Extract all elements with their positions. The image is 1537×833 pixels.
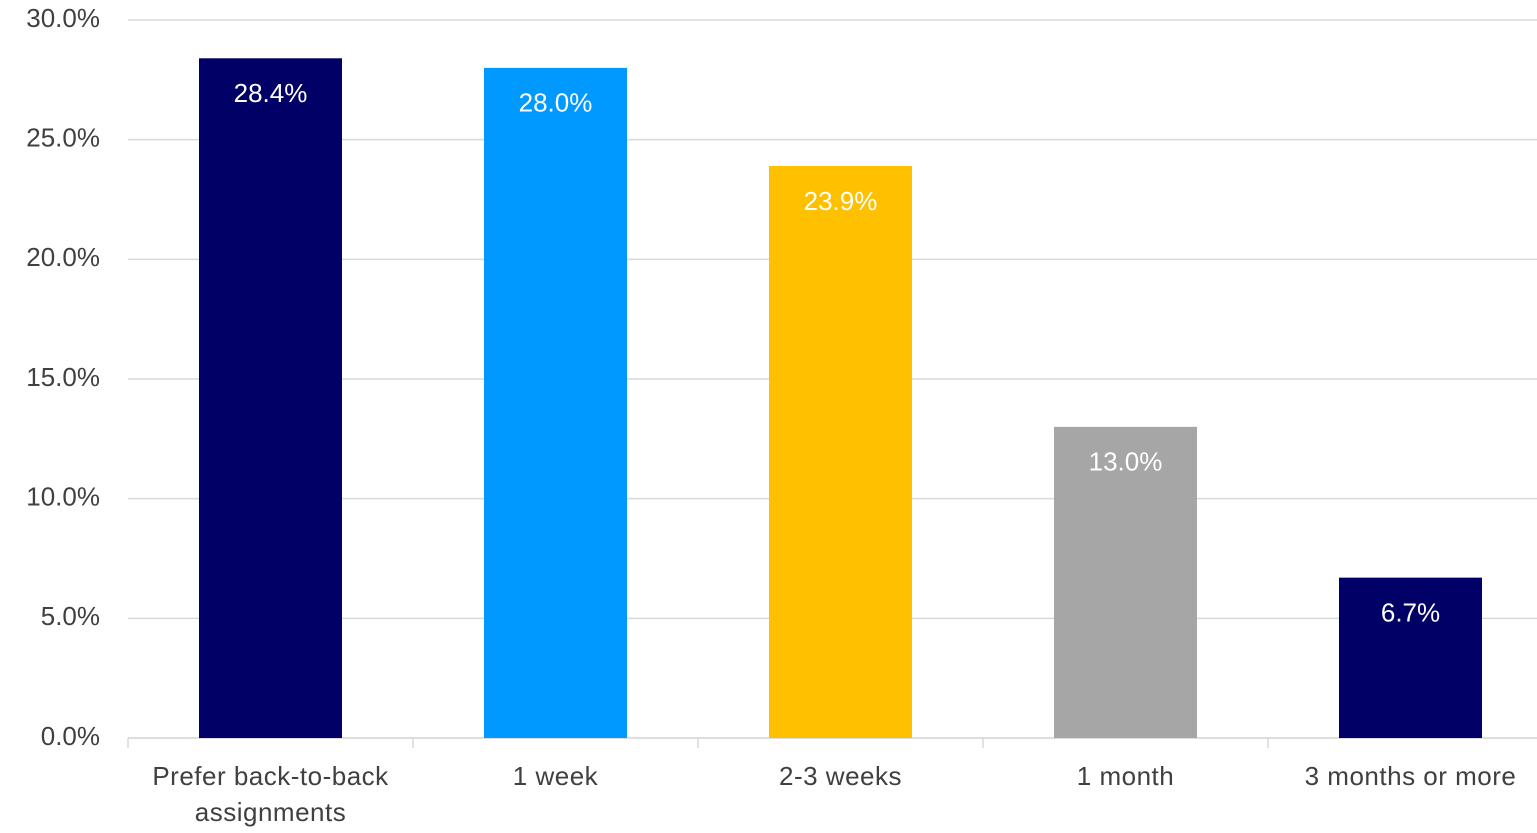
x-tick-label: 1 week bbox=[512, 761, 599, 791]
data-label: 28.0% bbox=[519, 88, 593, 118]
bar bbox=[484, 67, 627, 738]
y-tick-label: 15.0% bbox=[26, 362, 100, 392]
y-tick-label: 30.0% bbox=[26, 3, 100, 33]
x-tick-label: Prefer back-to-back assignments bbox=[152, 761, 389, 827]
data-label: 6.7% bbox=[1381, 598, 1440, 628]
bar bbox=[769, 165, 912, 738]
x-tick-label: 1 month bbox=[1076, 761, 1175, 791]
y-tick-label: 10.0% bbox=[26, 482, 100, 512]
data-label: 13.0% bbox=[1089, 447, 1163, 477]
data-label: 28.4% bbox=[234, 78, 308, 108]
y-tick-label: 20.0% bbox=[26, 242, 100, 272]
data-label: 23.9% bbox=[804, 186, 878, 216]
y-tick-label: 5.0% bbox=[41, 601, 100, 631]
bar bbox=[1054, 426, 1197, 738]
bar bbox=[199, 58, 342, 738]
y-tick-label: 25.0% bbox=[26, 123, 100, 153]
x-tick-label: 2-3 weeks bbox=[779, 761, 902, 791]
bar bbox=[1339, 577, 1482, 738]
x-tick-label: 3 months or more bbox=[1304, 761, 1517, 791]
y-tick-label: 0.0% bbox=[41, 721, 100, 751]
